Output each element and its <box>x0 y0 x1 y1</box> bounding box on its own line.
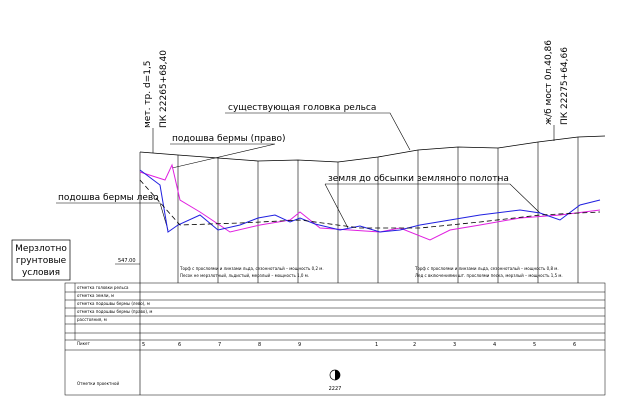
conditions-text: Мерзлотно <box>15 244 67 254</box>
row-label: расстояния, м <box>77 317 107 322</box>
bottom-label: Отметки проектной <box>77 381 119 386</box>
picket: 4 <box>493 342 496 348</box>
picket: 8 <box>258 342 261 348</box>
row-label: Пикет <box>77 341 90 346</box>
conditions-text: условия <box>22 268 60 278</box>
picket: 7 <box>218 342 221 348</box>
leader <box>325 183 541 214</box>
picket: 5 <box>142 342 145 348</box>
berm-left-label: подошва бермы лево <box>58 193 159 203</box>
picket: 3 <box>453 342 456 348</box>
row-label: отметка головки рельса <box>77 285 129 290</box>
culvert-type: мет. тр. d=1,5 <box>143 60 153 128</box>
row-label: отметка подошвы бермы (право), м <box>77 309 152 314</box>
soil-text: Торф с прослоями и линзами льда, сезонно… <box>414 266 559 271</box>
rail-head-label: существующая головка рельса <box>228 103 376 113</box>
leader <box>225 112 411 151</box>
berm-left-line <box>139 169 601 233</box>
row-label: отметка земли, м <box>77 293 114 298</box>
picket: 6 <box>178 342 181 348</box>
picket: 1 <box>375 342 378 348</box>
leader <box>56 202 169 231</box>
ground-line <box>139 179 601 229</box>
soil-text: Лед с включениями шт. прослоями песка, м… <box>415 273 563 278</box>
conditions-text: грунтовые <box>16 256 67 266</box>
bridge-pk: ПК 22275+64,66 <box>560 47 570 125</box>
culvert-pk: ПК 22265+68,40 <box>159 50 169 128</box>
picket: 5 <box>533 342 536 348</box>
berm-right-line <box>139 163 601 241</box>
soil-text: Торф с прослоями и линзами льда, сезонно… <box>179 266 324 271</box>
table-content: отметка головки рельса отметка земли, м от… <box>77 285 576 386</box>
soil-text: Песок не мерзлотный, льдистый, мерзлый –… <box>180 273 309 278</box>
picket: 9 <box>298 342 301 348</box>
datum: 547.00 <box>118 258 136 264</box>
bridge-type: ж/б мост 0л.40,86 <box>544 40 554 125</box>
ground-label: земля до обсыпки земляного полотна <box>328 174 509 184</box>
picket: 2 <box>413 342 416 348</box>
leader <box>170 143 276 169</box>
row-label: отметка подошвы бермы (лево), м <box>77 301 150 306</box>
picket: 6 <box>573 342 576 348</box>
table-grid <box>64 282 606 396</box>
berm-right-label: подошва бермы (право) <box>172 134 286 144</box>
marker-label: 2227 <box>329 386 342 392</box>
marker-fill <box>335 370 340 380</box>
leader <box>324 183 349 229</box>
conditions-box <box>11 239 71 281</box>
